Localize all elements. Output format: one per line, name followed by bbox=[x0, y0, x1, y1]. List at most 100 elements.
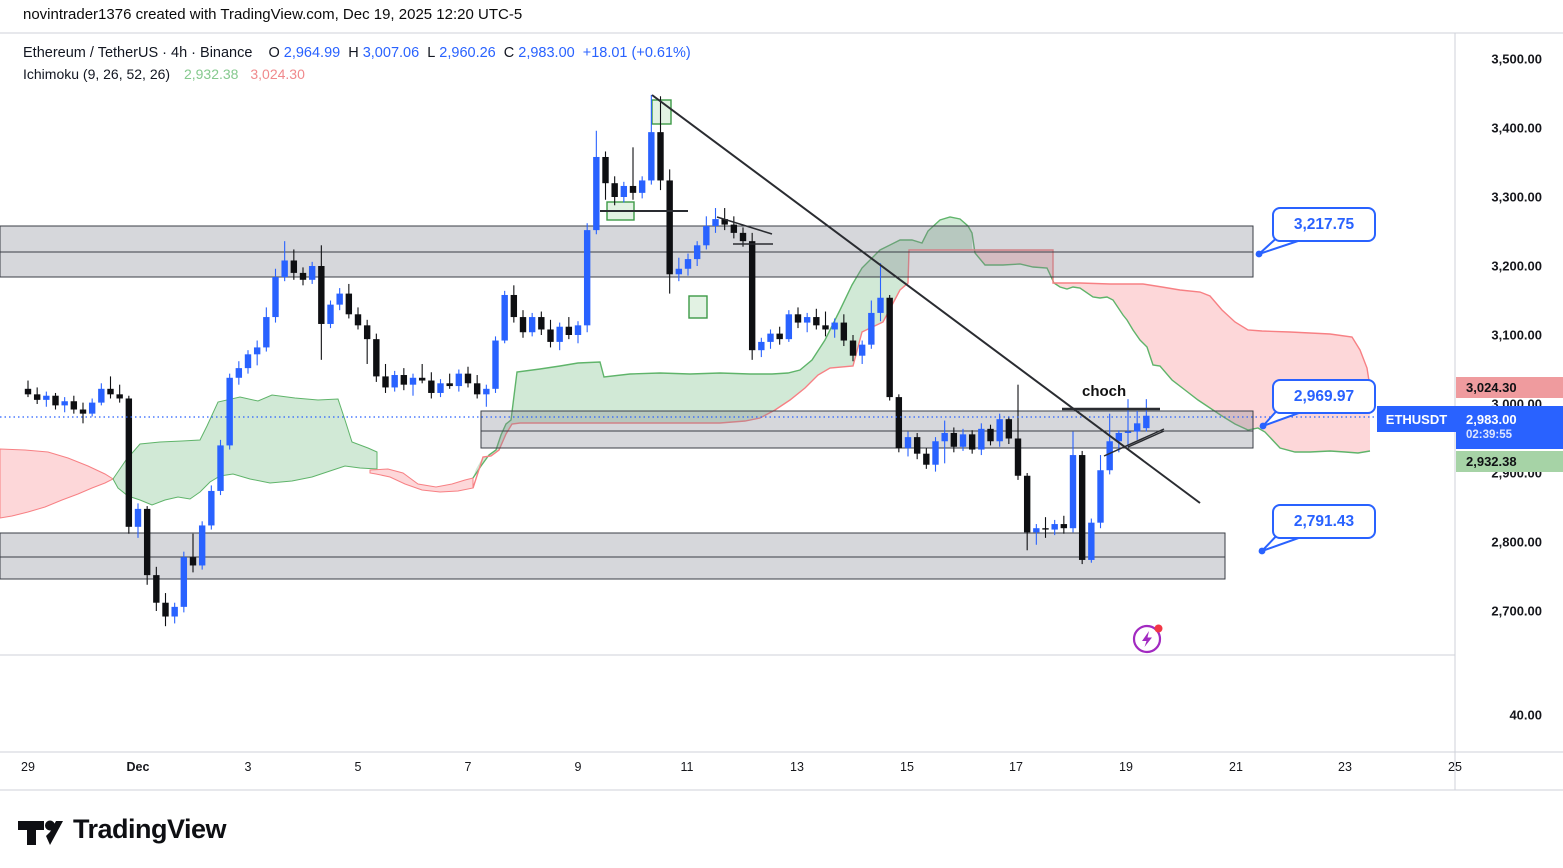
candle-body bbox=[143, 508, 151, 576]
time-tick-label: 29 bbox=[21, 760, 35, 774]
drawn-line-segment[interactable] bbox=[1127, 430, 1165, 448]
ichimoku-cloud-layer bbox=[0, 216, 1371, 519]
candle-body bbox=[116, 394, 123, 399]
candle-body bbox=[1106, 441, 1113, 471]
candle-body bbox=[428, 380, 435, 393]
candle-body bbox=[638, 180, 646, 193]
candle-body bbox=[538, 317, 545, 330]
candle-body bbox=[1060, 524, 1068, 529]
order-block-box[interactable] bbox=[688, 295, 708, 319]
candle-body bbox=[171, 606, 178, 617]
candle-body bbox=[455, 373, 463, 387]
candle-body bbox=[684, 259, 692, 269]
candle-body bbox=[629, 185, 637, 193]
candle-body bbox=[70, 401, 78, 410]
candle-body bbox=[501, 294, 508, 341]
candle-body bbox=[1088, 522, 1095, 560]
candle-body bbox=[336, 293, 343, 305]
candle-body bbox=[409, 377, 417, 385]
time-tick-label: 9 bbox=[574, 760, 582, 774]
time-tick-label: 3 bbox=[244, 760, 252, 774]
candle-body bbox=[602, 156, 609, 184]
candle-body bbox=[446, 383, 453, 387]
candle-body bbox=[657, 132, 664, 181]
candle-body bbox=[418, 377, 426, 381]
low-value: 2,960.26 bbox=[439, 45, 496, 61]
candle-body bbox=[528, 317, 536, 333]
candle-body bbox=[767, 333, 774, 342]
drawing-boxes-layer bbox=[606, 99, 708, 319]
price-tick-label: 3,400.00 bbox=[1491, 120, 1542, 136]
tradingview-logo[interactable]: TradingView bbox=[17, 812, 227, 846]
candle-body bbox=[391, 375, 398, 388]
close-label: C bbox=[503, 45, 515, 61]
price-level-callout[interactable]: 2,969.97 bbox=[1272, 379, 1376, 414]
open-value: 2,964.99 bbox=[283, 45, 341, 61]
symbol-axis-tag: ETHUSDT bbox=[1377, 406, 1456, 432]
candle-body bbox=[235, 368, 243, 378]
high-value: 3,007.06 bbox=[362, 45, 420, 61]
candle-body bbox=[1051, 524, 1058, 530]
candle-body bbox=[24, 388, 32, 395]
candle-body bbox=[895, 397, 903, 449]
candle-body bbox=[382, 376, 389, 388]
candle-body bbox=[373, 339, 380, 377]
candle-body bbox=[1124, 431, 1132, 433]
high-label: H bbox=[348, 45, 359, 61]
choch-annotation[interactable]: choch bbox=[1082, 383, 1127, 400]
candle-body bbox=[831, 322, 838, 330]
candle-body bbox=[290, 260, 298, 273]
zone-rectangle[interactable] bbox=[480, 410, 1254, 449]
candle-body bbox=[272, 277, 279, 318]
candle-body bbox=[904, 437, 912, 449]
ichimoku-cloud-red bbox=[972, 248, 1370, 453]
descending-trendline[interactable] bbox=[651, 94, 1201, 504]
candle-body bbox=[987, 428, 994, 442]
tradingview-wordmark: TradingView bbox=[73, 813, 227, 844]
time-tick-label: 21 bbox=[1229, 760, 1243, 774]
candle-body bbox=[208, 490, 215, 526]
ichimoku-span-b-value: 3,024.30 bbox=[250, 66, 305, 82]
candle-body bbox=[226, 377, 233, 446]
ichimoku-cloud-red bbox=[0, 448, 115, 519]
price-level-callout[interactable]: 3,217.75 bbox=[1272, 207, 1376, 242]
ichimoku-cloud-green bbox=[112, 394, 378, 506]
candle-body bbox=[354, 314, 362, 326]
drawn-line-segment[interactable] bbox=[1103, 428, 1165, 457]
boost-circle bbox=[1132, 624, 1162, 654]
candle-body bbox=[785, 314, 793, 340]
ichimoku-legend: Ichimoku (9, 26, 52, 26) 2,932.38 3,024.… bbox=[23, 66, 305, 82]
order-block-box[interactable] bbox=[651, 99, 672, 125]
drawn-line-segment[interactable] bbox=[716, 216, 773, 235]
candle-body bbox=[125, 398, 133, 527]
ichimoku-name: Ichimoku (9, 26, 52, 26) bbox=[23, 66, 171, 82]
candle-body bbox=[1069, 455, 1077, 529]
candle-body bbox=[730, 224, 738, 233]
drawing-lines-layer bbox=[0, 94, 1455, 504]
boost-button[interactable] bbox=[1131, 622, 1165, 661]
open-label: O bbox=[268, 45, 280, 61]
candle-body bbox=[79, 409, 87, 414]
candle-body bbox=[950, 432, 958, 447]
candle-body bbox=[492, 340, 499, 389]
chart-frame-layer bbox=[0, 32, 1563, 791]
candle-body bbox=[556, 326, 563, 342]
candle-body bbox=[593, 156, 600, 231]
candle-body bbox=[308, 266, 316, 280]
candle-body bbox=[437, 383, 444, 393]
candle-body bbox=[794, 314, 802, 323]
candle-body bbox=[281, 260, 288, 278]
price-level-callout[interactable]: 2,791.43 bbox=[1272, 504, 1376, 539]
candle-body bbox=[886, 297, 893, 398]
time-tick-label: 19 bbox=[1119, 760, 1133, 774]
time-tick-label: 17 bbox=[1009, 760, 1023, 774]
candle-body bbox=[1042, 528, 1049, 530]
candle-body bbox=[162, 602, 169, 617]
candle-body bbox=[1033, 528, 1040, 533]
price-tick-label: 3,300.00 bbox=[1491, 189, 1542, 205]
candle-body bbox=[666, 180, 673, 275]
candle-body bbox=[217, 445, 224, 491]
symbol-legend: Ethereum / TetherUS · 4h · Binance O 2,96… bbox=[23, 45, 695, 61]
candle-body bbox=[1133, 423, 1141, 432]
